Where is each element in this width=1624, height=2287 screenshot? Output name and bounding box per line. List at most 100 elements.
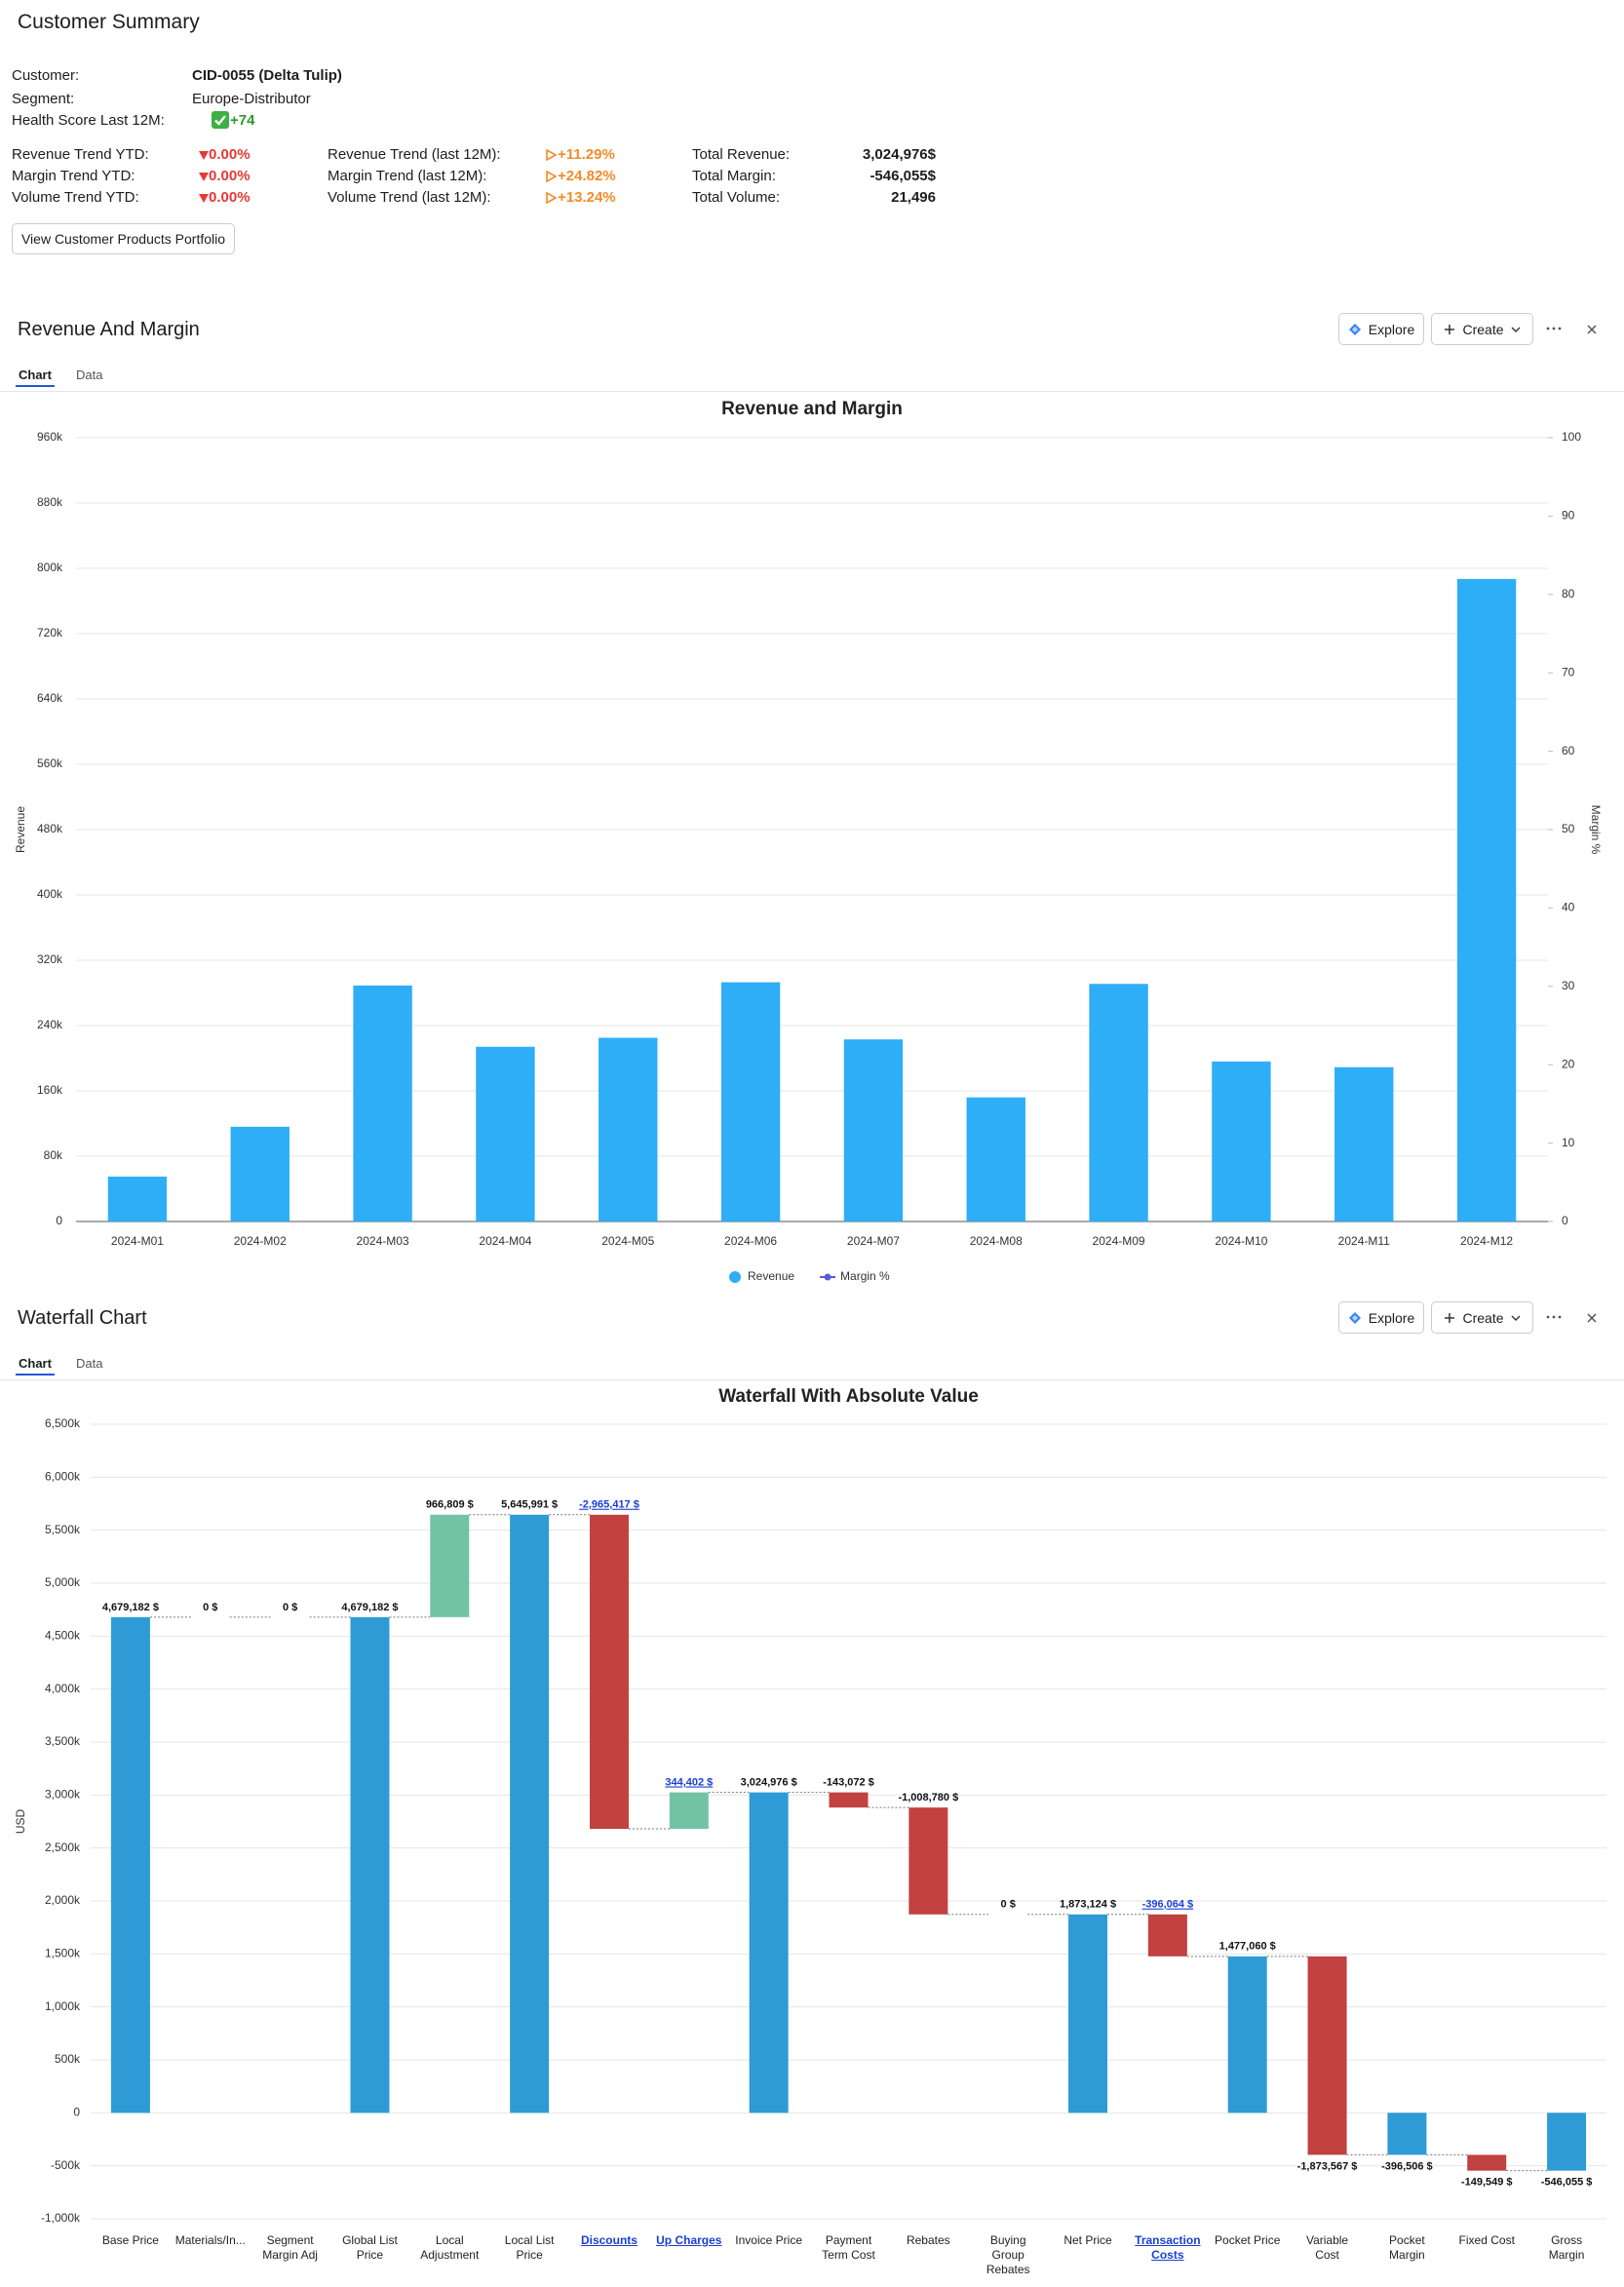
value-label: 0 $: [283, 1602, 297, 1613]
y-tick-label: -1,000k: [41, 2211, 81, 2225]
section-title: Customer Summary: [18, 11, 200, 33]
y-tick-label: 1,500k: [45, 1947, 81, 1960]
y-tick-label: 880k: [37, 495, 63, 509]
trend-icon: [546, 171, 557, 182]
y-tick-label: 1,000k: [45, 1999, 81, 2013]
legend-marker: [729, 1271, 741, 1283]
value-label: -1,008,780 $: [898, 1792, 958, 1803]
trend-value: +13.24%: [558, 189, 616, 206]
y2-tick-label: 100: [1562, 430, 1581, 444]
x-tick-label: Pocket Margin: [1389, 2233, 1425, 2262]
value-label: -1,873,567 $: [1297, 2160, 1358, 2172]
trend-value: +11.29%: [558, 146, 615, 163]
y2-tick-label: 70: [1562, 665, 1575, 678]
x-tick-label[interactable]: Discounts: [580, 2233, 638, 2247]
trend-icon: [546, 149, 557, 161]
value-label: 966,809 $: [426, 1499, 474, 1511]
total-value: 21,496: [891, 189, 936, 206]
bar: [599, 1037, 658, 1221]
bar: [1307, 1956, 1347, 2155]
x-tick-label: Local List Price: [504, 2233, 555, 2262]
trend-label: Margin Trend YTD:: [12, 168, 135, 184]
y2-tick-label: 0: [1562, 1214, 1568, 1227]
value-label: 3,024,976 $: [741, 1777, 797, 1789]
bar: [430, 1514, 470, 1617]
trend-label: Revenue Trend (last 12M):: [328, 146, 501, 163]
value-label: -2,965,417 $: [579, 1499, 639, 1511]
value-label: 4,679,182 $: [102, 1602, 159, 1613]
y2-tick-label: 40: [1562, 901, 1575, 914]
bar: [1227, 1956, 1267, 2113]
x-tick-label[interactable]: Transaction Costs: [1135, 2233, 1201, 2262]
create-button[interactable]: Create: [1431, 1301, 1533, 1334]
y-tick-label: 720k: [37, 626, 63, 640]
explore-button[interactable]: Explore: [1338, 313, 1424, 345]
y-tick-label: 3,000k: [45, 1788, 81, 1802]
y-tick-label: 5,500k: [45, 1523, 81, 1536]
x-tick-label: 2024-M06: [724, 1234, 777, 1248]
x-tick-label: Segment Margin Adj: [262, 2233, 318, 2262]
button-label: Explore: [1368, 321, 1415, 337]
tab[interactable]: Data: [76, 1356, 103, 1371]
x-tick-label: Net Price: [1063, 2233, 1112, 2247]
x-tick-label[interactable]: Up Charges: [656, 2233, 722, 2247]
x-tick-label: 2024-M07: [847, 1234, 900, 1248]
field-label: Segment:: [12, 91, 75, 107]
value-label: 1,873,124 $: [1060, 1899, 1116, 1911]
y-tick-label: 2,500k: [45, 1841, 81, 1854]
tab[interactable]: Chart: [19, 368, 52, 382]
y2-tick-label: 10: [1562, 1136, 1575, 1149]
tab[interactable]: Chart: [19, 1356, 52, 1371]
trend-value: 0.00%: [209, 168, 251, 184]
bar: [720, 982, 781, 1221]
chart-title: Revenue and Margin: [721, 399, 903, 419]
button-label: Explore: [1368, 1309, 1415, 1326]
y-tick-label: 480k: [37, 822, 63, 835]
value-label: -546,055 $: [1541, 2177, 1593, 2189]
explore-button[interactable]: Explore: [1338, 1301, 1424, 1334]
x-tick-label: Global List Price: [342, 2233, 398, 2262]
y-tick-label: -500k: [51, 2158, 81, 2172]
bar: [110, 1616, 150, 2113]
bar: [107, 1176, 168, 1221]
trend-label: Volume Trend YTD:: [12, 189, 139, 206]
create-button[interactable]: Create: [1431, 313, 1533, 345]
button-label: Create: [1462, 321, 1504, 337]
bar: [1068, 1914, 1108, 2113]
bar: [1456, 578, 1517, 1221]
value-label: -149,549 $: [1461, 2177, 1513, 2189]
trend-icon: [546, 192, 557, 204]
y2-tick-label: 80: [1562, 587, 1575, 601]
portfolio-button[interactable]: View Customer Products Portfolio: [12, 223, 235, 254]
x-tick-label: Payment Term Cost: [822, 2233, 875, 2262]
bar: [1147, 1914, 1187, 1957]
x-tick-label: Base Price: [101, 2233, 159, 2247]
trend-value: 0.00%: [209, 189, 251, 206]
explore-icon: [1348, 323, 1361, 335]
trend-value: 0.00%: [209, 146, 251, 163]
divider: [0, 391, 1624, 392]
tab-underline: [16, 385, 55, 387]
x-tick-label: Fixed Cost: [1458, 2233, 1515, 2247]
y-tick-label: 6,500k: [45, 1416, 81, 1430]
value-label: -396,506 $: [1381, 2160, 1433, 2172]
chevron-icon: [1511, 1315, 1521, 1321]
y-tick-label: 0: [56, 1214, 62, 1227]
bar: [510, 1514, 550, 2113]
tab[interactable]: Data: [76, 368, 103, 382]
chevron-icon: [1511, 327, 1521, 332]
value-label: -143,072 $: [823, 1777, 874, 1789]
bar: [1387, 2113, 1427, 2155]
bar: [909, 1807, 948, 1915]
trend-label: Total Margin:: [692, 168, 776, 184]
more-icon: [1546, 327, 1562, 330]
y2-tick-label: 30: [1562, 979, 1575, 992]
x-tick-label: 2024-M02: [234, 1234, 287, 1248]
bar: [669, 1792, 709, 1830]
x-tick-label: 2024-M03: [357, 1234, 409, 1248]
y-tick-label: 4,000k: [45, 1682, 81, 1695]
x-tick-label: 2024-M10: [1215, 1234, 1267, 1248]
trend-label: Total Volume:: [692, 189, 781, 206]
value-label: 1,477,060 $: [1219, 1941, 1276, 1953]
